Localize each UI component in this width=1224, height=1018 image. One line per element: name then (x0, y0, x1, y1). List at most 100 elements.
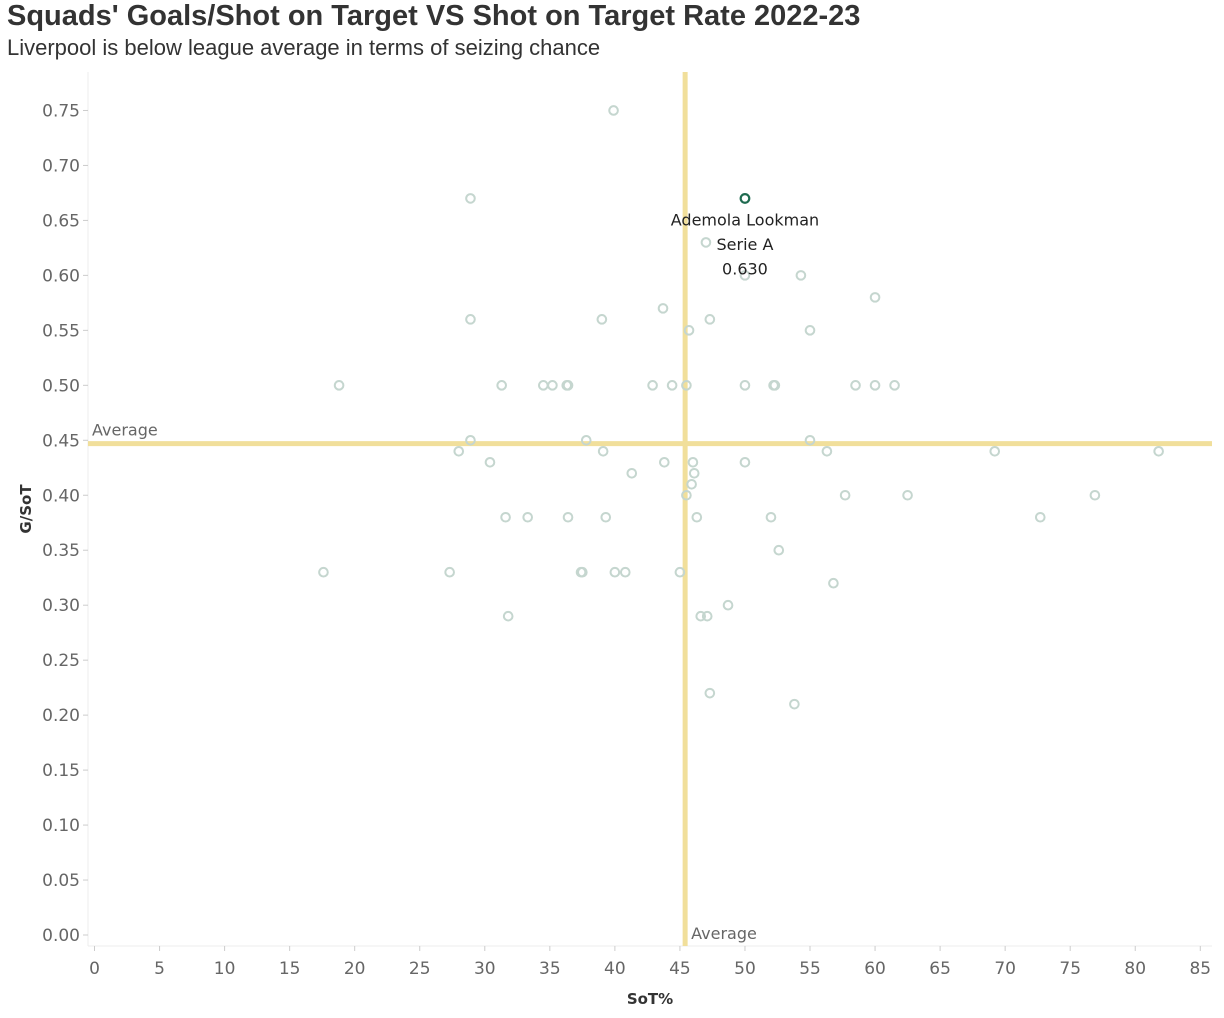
data-point[interactable] (773, 544, 785, 556)
data-point[interactable] (666, 380, 678, 391)
data-point[interactable] (465, 314, 476, 325)
y-axis-title: G/SoT (17, 484, 35, 534)
data-point[interactable] (600, 511, 612, 523)
data-point[interactable] (681, 489, 692, 501)
data-point[interactable] (609, 566, 621, 578)
data-point[interactable] (608, 105, 619, 116)
highlight-label-line: 0.630 (722, 259, 768, 278)
data-point[interactable] (619, 566, 631, 578)
y-tick-label: 0.15 (42, 761, 80, 781)
data-point[interactable] (804, 325, 816, 336)
x-tick-label: 5 (154, 959, 165, 979)
data-point[interactable] (547, 380, 558, 391)
data-point[interactable] (687, 456, 699, 468)
data-point[interactable] (686, 478, 697, 490)
data-point[interactable] (769, 380, 781, 391)
x-tick-label: 85 (1189, 959, 1211, 979)
y-tick-label: 0.00 (42, 926, 80, 946)
data-point[interactable] (765, 511, 777, 523)
data-point[interactable] (683, 325, 695, 336)
data-point[interactable] (577, 566, 588, 578)
highlight-label-line: Serie A (717, 235, 774, 254)
data-point[interactable] (704, 687, 716, 699)
y-tick-label: 0.70 (42, 156, 80, 176)
data-point[interactable] (989, 445, 1001, 457)
data-point[interactable] (722, 599, 734, 611)
data-point[interactable] (318, 566, 329, 578)
data-point[interactable] (739, 380, 751, 391)
data-point[interactable] (701, 610, 713, 622)
y-axis-ticks: 0.00 0.05 0.10 0.15 0.20 0.25 0.30 0.35 0.40 0.45… (42, 101, 88, 946)
data-point[interactable] (850, 380, 861, 391)
data-point[interactable] (1089, 489, 1101, 501)
data-point[interactable] (484, 456, 496, 468)
data-point[interactable] (1034, 511, 1046, 523)
x-tick-label: 75 (1059, 959, 1081, 979)
x-tick-label: 20 (344, 959, 366, 979)
y-tick-label: 0.10 (42, 816, 80, 836)
y-tick-label: 0.65 (42, 211, 80, 231)
data-point[interactable] (828, 577, 839, 589)
data-point[interactable] (869, 380, 881, 391)
data-point[interactable] (704, 314, 716, 325)
data-point[interactable] (695, 610, 707, 622)
data-point[interactable] (659, 456, 670, 468)
y-tick-label: 0.55 (42, 321, 80, 341)
data-point[interactable] (739, 456, 751, 468)
data-point[interactable] (502, 610, 514, 622)
x-tick-label: 30 (474, 959, 496, 979)
x-tick-label: 35 (539, 959, 561, 979)
data-point[interactable] (657, 303, 669, 314)
x-tick-label: 70 (994, 959, 1016, 979)
highlight-point[interactable] (739, 193, 751, 204)
data-point[interactable] (691, 511, 703, 523)
chart-subtitle: Liverpool is below league average in ter… (7, 35, 601, 60)
y-tick-label: 0.20 (42, 706, 80, 726)
data-point[interactable] (522, 511, 534, 523)
data-point[interactable] (1153, 445, 1164, 457)
data-point[interactable] (700, 237, 712, 248)
data-point[interactable] (596, 314, 608, 325)
data-point[interactable] (626, 467, 638, 479)
x-tick-label: 65 (929, 959, 951, 979)
data-point[interactable] (500, 511, 511, 523)
data-point[interactable] (562, 380, 574, 391)
y-tick-label: 0.40 (42, 486, 80, 506)
data-point[interactable] (869, 292, 881, 303)
data-point[interactable] (333, 380, 345, 391)
x-average-label: Average (691, 924, 757, 943)
data-point[interactable] (789, 698, 800, 710)
data-point[interactable] (688, 467, 700, 479)
y-tick-label: 0.45 (42, 431, 80, 451)
data-point[interactable] (580, 434, 592, 446)
y-tick-label: 0.60 (42, 266, 80, 286)
data-point[interactable] (562, 511, 574, 523)
data-point[interactable] (496, 380, 507, 391)
x-axis-title: SoT% (627, 990, 673, 1008)
data-point[interactable] (821, 445, 833, 457)
data-point[interactable] (902, 489, 913, 501)
data-points (318, 105, 1164, 710)
data-point[interactable] (538, 380, 549, 391)
data-point[interactable] (465, 434, 476, 446)
x-tick-label: 55 (799, 959, 821, 979)
data-point[interactable] (597, 445, 609, 457)
data-point[interactable] (839, 489, 851, 501)
data-point[interactable] (681, 380, 692, 391)
data-point[interactable] (465, 193, 476, 204)
y-tick-label: 0.05 (42, 871, 80, 891)
data-point[interactable] (453, 445, 465, 457)
data-point[interactable] (889, 380, 900, 391)
data-point[interactable] (674, 566, 686, 578)
x-tick-label: 50 (734, 959, 756, 979)
x-tick-label: 15 (279, 959, 301, 979)
data-point[interactable] (647, 380, 658, 391)
data-point[interactable] (444, 566, 455, 578)
reference-lines: Average Average (88, 72, 1212, 946)
data-point[interactable] (739, 270, 751, 281)
x-tick-label: 45 (669, 959, 691, 979)
data-point[interactable] (795, 270, 807, 281)
data-point[interactable] (804, 434, 816, 446)
y-tick-label: 0.35 (42, 541, 80, 561)
x-tick-label: 0 (89, 959, 100, 979)
